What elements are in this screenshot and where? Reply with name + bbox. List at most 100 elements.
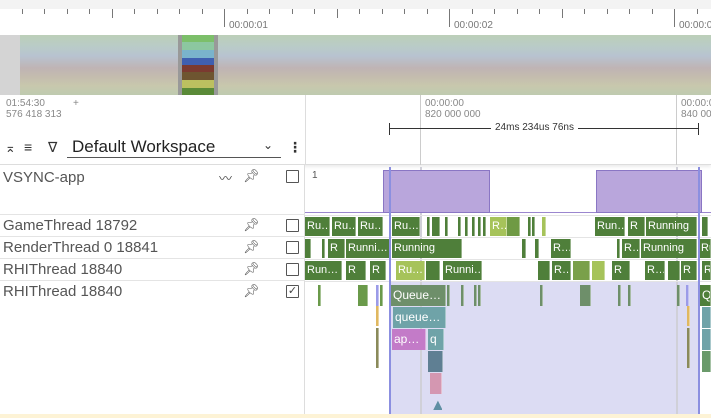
slice[interactable] bbox=[447, 285, 450, 306]
slice[interactable]: Q bbox=[700, 285, 711, 306]
track-checkbox[interactable] bbox=[286, 263, 299, 276]
bottom-panel-edge[interactable] bbox=[0, 414, 711, 418]
slice[interactable] bbox=[687, 328, 690, 368]
slice[interactable]: queue… bbox=[393, 307, 446, 328]
track-rhithread[interactable]: RHIThread 18840 📌︎ bbox=[0, 259, 305, 281]
thread-state-slice[interactable]: Runni… bbox=[346, 239, 390, 258]
slice[interactable] bbox=[376, 306, 379, 326]
track-checkbox[interactable] bbox=[286, 241, 299, 254]
slice[interactable] bbox=[702, 351, 711, 372]
thread-state-slice[interactable] bbox=[617, 239, 620, 258]
thread-state-slice[interactable] bbox=[592, 261, 605, 280]
thread-state-slice[interactable] bbox=[702, 217, 708, 236]
track-vsync-app[interactable]: VSYNC-app 〰 📌︎ bbox=[0, 165, 305, 215]
thread-state-slice[interactable]: Ru… bbox=[305, 217, 330, 236]
slice[interactable] bbox=[318, 285, 321, 306]
track-rhithread-expanded[interactable]: RHIThread 18840 📌︎ ✓ bbox=[0, 281, 305, 415]
thread-state-slice[interactable]: Running bbox=[641, 239, 697, 258]
thread-state-slice[interactable]: R bbox=[370, 261, 386, 280]
thread-state-slice[interactable] bbox=[538, 261, 550, 280]
thread-state-slice[interactable] bbox=[528, 217, 531, 236]
track-gamethread[interactable]: GameThread 18792 📌︎ bbox=[0, 215, 305, 237]
thread-state-slice[interactable]: Running bbox=[646, 217, 697, 236]
slice[interactable] bbox=[430, 373, 442, 394]
slice[interactable] bbox=[474, 285, 477, 306]
slice[interactable] bbox=[702, 307, 711, 328]
flow-arrow-icon[interactable]: ▲ bbox=[430, 398, 442, 414]
thread-state-slice[interactable]: Ru… bbox=[396, 261, 425, 280]
pin-icon[interactable]: 📌︎ bbox=[243, 261, 260, 276]
slice[interactable] bbox=[628, 285, 631, 306]
thread-state-slice[interactable]: R bbox=[681, 261, 697, 280]
thread-state-slice[interactable] bbox=[478, 217, 481, 236]
track-renderthread[interactable]: RenderThread 0 18841 📌︎ bbox=[0, 237, 305, 259]
filter-icon[interactable]: ∇ bbox=[48, 139, 58, 155]
thread-state-slice[interactable]: Ru… bbox=[392, 217, 420, 236]
thread-state-slice[interactable] bbox=[522, 239, 526, 258]
thread-state-slice[interactable]: R bbox=[702, 261, 711, 280]
selection-boundary[interactable] bbox=[389, 167, 391, 415]
thread-state-slice[interactable] bbox=[322, 239, 325, 258]
thread-state-slice[interactable]: R bbox=[346, 261, 366, 280]
vsync-value-label[interactable]: 1 bbox=[310, 169, 320, 183]
overview-minimap[interactable] bbox=[0, 35, 711, 95]
slice[interactable] bbox=[376, 328, 379, 368]
track-divider[interactable] bbox=[305, 259, 711, 260]
thread-state-slice[interactable]: Run… bbox=[305, 261, 342, 280]
track-divider[interactable] bbox=[305, 281, 711, 282]
selection-boundary[interactable] bbox=[698, 167, 700, 415]
track-divider[interactable] bbox=[305, 215, 711, 216]
slice[interactable] bbox=[478, 285, 481, 306]
slice[interactable] bbox=[677, 285, 680, 306]
thread-state-slice[interactable]: Ru… bbox=[332, 217, 356, 236]
track-checkbox[interactable] bbox=[286, 219, 299, 232]
vsync-pulse[interactable] bbox=[383, 170, 490, 213]
thread-state-slice[interactable] bbox=[483, 217, 486, 236]
overview-viewport[interactable] bbox=[178, 35, 218, 95]
thread-state-slice[interactable]: R… bbox=[622, 239, 640, 258]
slice[interactable] bbox=[376, 285, 379, 306]
vsync-pulse[interactable] bbox=[596, 170, 702, 213]
thread-state-slice[interactable]: R bbox=[628, 217, 645, 236]
track-checkbox[interactable] bbox=[286, 170, 299, 183]
thread-state-slice[interactable]: Running bbox=[392, 239, 462, 258]
thread-state-slice[interactable]: Ru bbox=[699, 239, 711, 258]
thread-state-slice[interactable]: R… bbox=[645, 261, 665, 280]
pin-icon[interactable]: 📌︎ bbox=[243, 217, 260, 232]
thread-state-slice[interactable] bbox=[532, 217, 535, 236]
thread-state-slice[interactable] bbox=[465, 217, 468, 236]
track-canvas[interactable]: 1Ru…Ru…Ru…Ru…R…Run…RRunningRRunni…Runnin… bbox=[305, 165, 711, 415]
thread-state-slice[interactable] bbox=[426, 261, 440, 280]
sort-icon[interactable]: ≡ bbox=[24, 139, 33, 155]
thread-state-slice[interactable] bbox=[573, 261, 590, 280]
slice[interactable] bbox=[702, 329, 711, 350]
slice[interactable] bbox=[580, 285, 591, 306]
more-vert-icon[interactable]: ⋮ bbox=[288, 139, 302, 155]
track-divider[interactable] bbox=[305, 237, 711, 238]
thread-state-slice[interactable] bbox=[507, 217, 520, 236]
collapse-icon[interactable]: ⌅ bbox=[5, 140, 16, 155]
thread-state-slice[interactable]: R… bbox=[551, 239, 571, 258]
slice[interactable] bbox=[461, 285, 464, 306]
slice[interactable]: q bbox=[428, 329, 444, 350]
thread-state-slice[interactable]: R bbox=[612, 261, 630, 280]
track-checkbox-checked[interactable]: ✓ bbox=[286, 285, 299, 298]
pin-icon[interactable]: 📌︎ bbox=[243, 283, 260, 298]
slice[interactable] bbox=[540, 285, 543, 306]
slice[interactable] bbox=[358, 285, 368, 306]
thread-state-slice[interactable] bbox=[432, 217, 440, 236]
slice[interactable] bbox=[687, 306, 690, 326]
slice[interactable] bbox=[380, 285, 383, 306]
thread-state-slice[interactable] bbox=[445, 217, 448, 236]
slice[interactable] bbox=[618, 285, 621, 306]
pin-icon[interactable]: 📌︎ bbox=[243, 239, 260, 254]
plus-icon[interactable]: + bbox=[73, 98, 79, 109]
slice[interactable]: Queue… bbox=[391, 285, 446, 306]
slice[interactable] bbox=[686, 285, 689, 306]
thread-state-slice[interactable] bbox=[305, 239, 311, 258]
slice[interactable]: ap… bbox=[392, 329, 426, 350]
thread-state-slice[interactable] bbox=[542, 217, 546, 236]
thread-state-slice[interactable]: Run… bbox=[595, 217, 625, 236]
slice[interactable] bbox=[428, 351, 443, 372]
thread-state-slice[interactable] bbox=[535, 239, 539, 258]
